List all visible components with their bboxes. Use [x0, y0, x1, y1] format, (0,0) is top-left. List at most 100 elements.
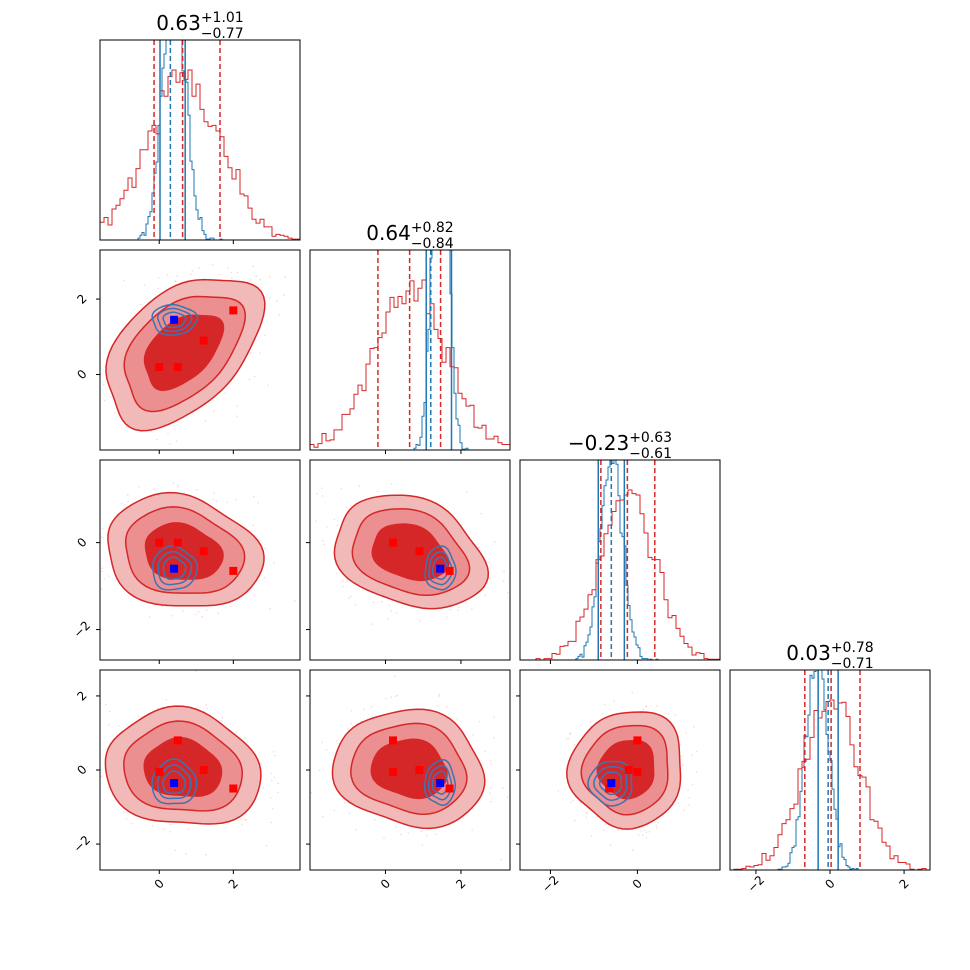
sample-point: [288, 474, 290, 476]
sample-point: [97, 432, 99, 434]
sample-point: [137, 715, 139, 717]
panel-title-3: 0.03+0.78 −0.71: [786, 640, 873, 672]
sample-point: [333, 518, 336, 521]
panel-frame: [519, 459, 721, 661]
sample-point: [205, 609, 208, 611]
red-marker: [173, 538, 182, 547]
sample-point: [236, 415, 238, 417]
panel-3-0: [93, 669, 306, 871]
sample-point: [81, 558, 83, 560]
sample-point: [98, 765, 100, 767]
sample-point: [510, 627, 512, 629]
sample-point: [94, 742, 96, 744]
sample-point: [101, 567, 103, 569]
sample-point: [567, 737, 570, 740]
red-histogram: [100, 69, 300, 240]
sample-point: [153, 488, 156, 491]
red-marker: [445, 566, 454, 575]
sample-point: [182, 610, 184, 612]
sample-point: [325, 749, 328, 751]
sample-point: [169, 831, 171, 833]
title-value: 0.03: [786, 641, 831, 665]
sample-point: [93, 746, 95, 748]
sample-point: [438, 693, 440, 696]
sample-point: [169, 442, 171, 445]
sample-point: [667, 713, 670, 715]
sample-point: [472, 734, 474, 736]
sample-point: [273, 751, 275, 753]
sample-point: [655, 824, 658, 827]
sample-point: [127, 500, 129, 503]
sample-point: [125, 817, 128, 820]
sample-point: [586, 812, 588, 814]
sample-point: [269, 296, 271, 299]
sample-point: [304, 805, 306, 807]
panel-3-1: [309, 669, 511, 871]
sample-point: [218, 273, 221, 276]
title-value: −0.23: [568, 431, 629, 455]
sample-point: [103, 399, 106, 402]
sample-point: [645, 831, 648, 833]
sample-point: [236, 271, 239, 274]
sample-point: [604, 823, 607, 825]
sample-point: [108, 575, 110, 577]
blue-marker: [436, 564, 445, 573]
sample-point: [273, 562, 275, 564]
blue-marker: [170, 779, 179, 787]
sample-point: [347, 727, 349, 730]
x-tick-label: 0: [152, 876, 167, 891]
sample-point: [167, 433, 169, 435]
red-histogram: [520, 489, 720, 660]
sample-point: [101, 570, 103, 573]
sample-point: [175, 280, 177, 283]
panel-title-2: −0.23+0.63 −0.61: [568, 430, 672, 462]
sample-point: [100, 588, 103, 590]
sample-point: [370, 706, 373, 708]
sample-point: [246, 741, 249, 743]
sample-point: [156, 438, 158, 441]
sample-point: [98, 552, 100, 554]
sample-point: [350, 722, 353, 725]
sample-point: [226, 501, 229, 504]
sample-point: [316, 492, 318, 495]
sample-point: [695, 771, 698, 773]
sample-point: [265, 844, 268, 847]
sample-point: [157, 707, 159, 710]
blue-contour-0: [587, 760, 633, 807]
sample-point: [221, 717, 224, 719]
sample-point: [489, 792, 491, 795]
sample-point: [609, 844, 612, 846]
sample-point: [276, 300, 278, 302]
sample-point: [108, 710, 111, 713]
sample-point: [490, 763, 492, 765]
sample-point: [139, 303, 142, 306]
sample-point: [274, 754, 276, 757]
sample-point: [263, 334, 266, 337]
x-tick-label: −2: [745, 873, 767, 895]
sample-point: [506, 796, 508, 799]
y-tick-label: 0: [74, 535, 89, 550]
sample-point: [572, 799, 574, 801]
sample-point: [420, 830, 423, 832]
x-tick-label: 2: [453, 876, 468, 891]
sample-point: [131, 822, 133, 825]
sample-point: [201, 615, 203, 618]
sample-point: [245, 819, 247, 821]
sample-point: [688, 804, 690, 806]
sample-point: [96, 368, 98, 370]
sample-point: [386, 618, 389, 620]
title-plus: +0.63: [629, 430, 672, 446]
sample-point: [488, 561, 491, 564]
x-tick-label: 0: [378, 876, 393, 891]
sample-point: [648, 830, 651, 833]
sample-point: [342, 580, 344, 582]
sample-point: [683, 809, 686, 811]
sample-point: [143, 284, 146, 286]
sample-point: [656, 705, 658, 707]
title-minus: −0.77: [201, 26, 244, 42]
sample-point: [273, 777, 276, 779]
sample-point: [229, 605, 231, 608]
sample-point: [484, 594, 486, 596]
x-tick-label: 2: [226, 876, 241, 891]
